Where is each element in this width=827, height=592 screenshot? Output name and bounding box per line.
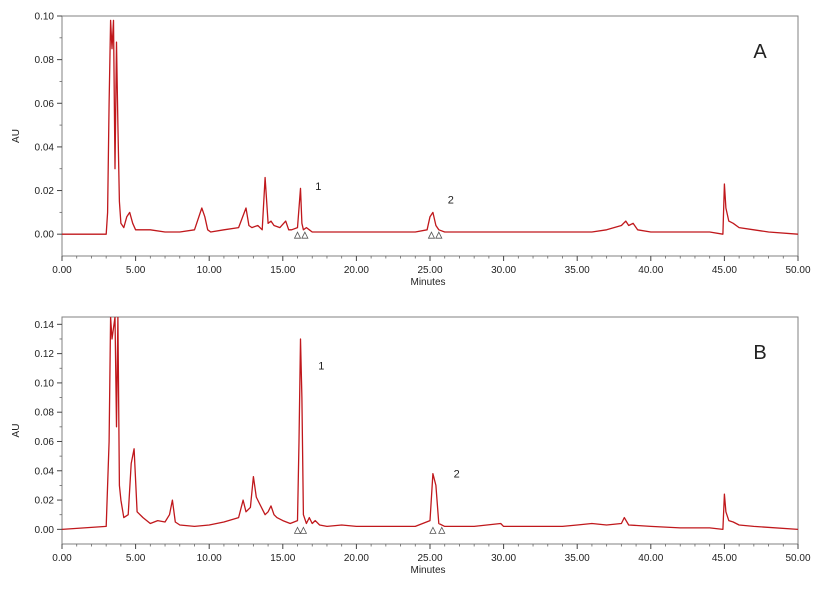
panel-label: A	[753, 41, 767, 63]
peak-label: 1	[318, 360, 324, 372]
x-tick-label: 35.00	[565, 553, 590, 564]
x-tick-label: 10.00	[197, 553, 222, 564]
integration-marker	[429, 526, 437, 534]
x-tick-label: 35.00	[565, 265, 590, 276]
y-tick-label: 0.04	[35, 142, 55, 153]
peak-label: 2	[448, 194, 454, 206]
x-tick-label: 15.00	[270, 265, 295, 276]
integration-marker	[438, 526, 446, 534]
y-tick-label: 0.10	[35, 378, 55, 389]
y-tick-label: 0.10	[35, 12, 55, 23]
y-tick-label: 0.06	[35, 99, 55, 110]
x-tick-label: 50.00	[785, 265, 810, 276]
y-tick-label: 0.00	[35, 230, 55, 241]
peak-label: 1	[315, 181, 321, 193]
plot-frame	[61, 316, 799, 545]
x-tick-label: 45.00	[712, 265, 737, 276]
y-axis-title: AU	[11, 129, 22, 143]
y-tick-label: 0.08	[35, 408, 55, 419]
integration-marker	[299, 526, 308, 534]
y-tick-label: 0.06	[35, 437, 55, 448]
x-axis-title: Minutes	[410, 565, 445, 576]
x-tick-label: 0.00	[52, 265, 72, 276]
x-tick-label: 20.00	[344, 553, 369, 564]
panel-label: B	[753, 342, 766, 364]
plot-frame	[61, 15, 799, 257]
integration-marker	[301, 231, 309, 239]
chart-panel-a: 0.00 5.00 10.00 15.00 20.00 25.00 30.00 35.00 40…	[11, 12, 811, 289]
chart-panel-b: 0.00 5.00 10.00 15.00 20.00 25.00 30.00 35.00 40…	[11, 316, 811, 576]
integration-marker	[427, 231, 436, 239]
chromatogram-trace	[62, 317, 798, 531]
x-tick-label: 50.00	[785, 553, 810, 564]
x-tick-label: 5.00	[126, 553, 146, 564]
x-axis-title: Minutes	[410, 277, 445, 288]
x-tick-label: 30.00	[491, 553, 516, 564]
integration-marker	[293, 526, 302, 534]
y-tick-label: 0.08	[35, 55, 55, 66]
chromatogram-trace	[62, 19, 798, 235]
x-tick-label: 20.00	[344, 265, 369, 276]
y-tick-label: 0.14	[35, 320, 55, 331]
integration-marker	[435, 231, 443, 239]
y-tick-label: 0.02	[35, 186, 55, 197]
x-tick-label: 5.00	[126, 265, 146, 276]
x-tick-label: 40.00	[638, 265, 663, 276]
x-tick-label: 45.00	[712, 553, 737, 564]
x-tick-label: 30.00	[491, 265, 516, 276]
y-tick-label: 0.04	[35, 466, 55, 477]
y-axis-title: AU	[11, 424, 22, 438]
x-tick-label: 10.00	[197, 265, 222, 276]
y-tick-label: 0.12	[35, 349, 55, 360]
x-tick-label: 25.00	[417, 553, 442, 564]
x-tick-label: 25.00	[417, 265, 442, 276]
x-tick-label: 0.00	[52, 553, 72, 564]
x-tick-label: 15.00	[270, 553, 295, 564]
peak-label: 2	[454, 469, 460, 481]
y-tick-label: 0.02	[35, 496, 55, 507]
y-tick-label: 0.00	[35, 525, 55, 536]
x-tick-label: 40.00	[638, 553, 663, 564]
integration-marker	[293, 231, 302, 239]
